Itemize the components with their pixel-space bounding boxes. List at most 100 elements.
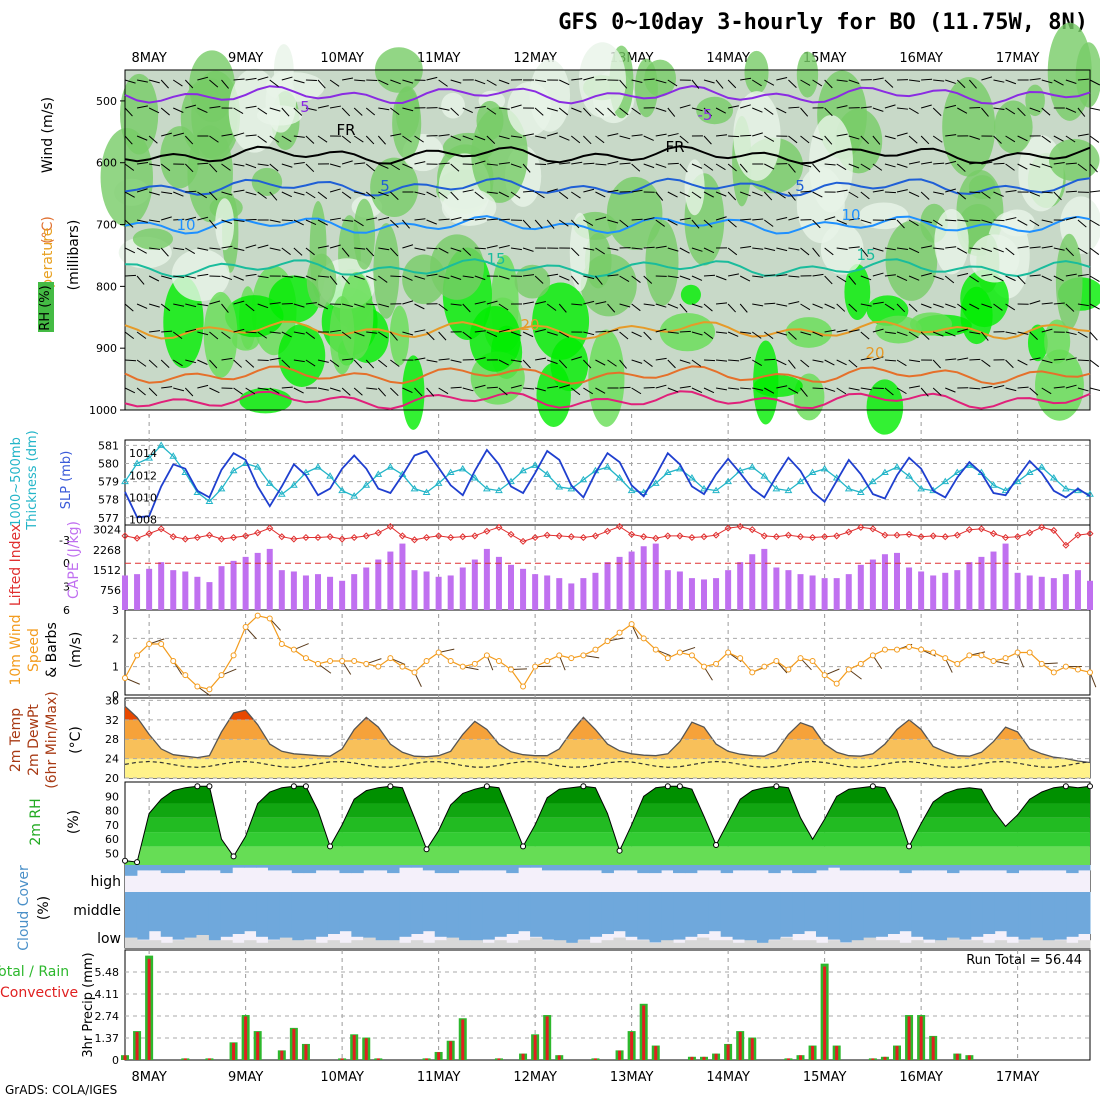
wind-barb	[329, 163, 341, 168]
wind-barb	[945, 134, 957, 137]
cloud-low-bar	[958, 940, 972, 948]
rh-shade-blob	[885, 220, 938, 301]
wind-barb	[993, 135, 1002, 144]
wind-barb	[800, 387, 808, 397]
wind-barb	[305, 107, 317, 111]
wind-barb	[655, 219, 665, 227]
wind-barb	[691, 79, 700, 89]
wind-barb	[402, 387, 413, 394]
wind-barb	[884, 274, 896, 277]
li-point	[1074, 531, 1082, 539]
wind-barb	[1005, 275, 1016, 282]
wind-barb	[426, 387, 435, 397]
rh-tick: 90	[105, 790, 119, 803]
wind-barb	[547, 385, 559, 389]
wind-barb	[1089, 359, 1100, 368]
wind-barb	[366, 303, 378, 306]
cloud-high-bar	[804, 865, 817, 874]
cloud-low-bar	[410, 940, 424, 948]
wind-barb	[945, 358, 957, 361]
wind-barb	[812, 303, 823, 309]
wind10-point	[869, 652, 876, 659]
wind-barb	[426, 359, 438, 363]
wind-barb	[281, 107, 290, 117]
wind-barb	[450, 359, 462, 363]
cape-bar	[351, 574, 358, 610]
wind10-point	[833, 680, 840, 687]
upper-ytick-label: 500	[96, 95, 117, 108]
wind-barb	[124, 135, 133, 145]
wind-barb	[884, 79, 894, 88]
cloud-low-bar	[136, 940, 150, 948]
rh-shade-blob	[430, 234, 485, 300]
thickness-point	[688, 474, 696, 481]
wind-barb	[571, 191, 581, 199]
li-point	[242, 532, 250, 540]
wind-barb	[679, 275, 691, 281]
wind-barb	[860, 135, 870, 145]
wind-barb	[269, 302, 281, 305]
li-point	[965, 526, 973, 534]
wind-barb	[209, 387, 220, 394]
date-label-bottom: 13MAY	[610, 1070, 654, 1085]
wind-barb	[570, 247, 580, 257]
cloud-high-bar	[172, 865, 186, 874]
wind-barb	[703, 359, 716, 362]
cloud-mid-bar	[756, 892, 769, 946]
cloud-low-bar	[994, 940, 1008, 948]
isotherm-label: 5	[300, 98, 310, 116]
wind-barb	[522, 359, 531, 369]
wind-barb	[354, 303, 365, 308]
wind-barb	[535, 135, 547, 139]
wind-barb	[728, 135, 740, 138]
wind-barb	[1029, 274, 1041, 277]
rh-shade-blob	[1048, 138, 1100, 182]
li-point	[217, 535, 226, 543]
wind-barb	[703, 79, 715, 84]
cloud-low-bar	[553, 940, 567, 948]
wind-barb	[1077, 359, 1089, 362]
wind10-point	[845, 666, 852, 673]
cape-label-li: Lifted Index	[8, 524, 24, 606]
wind-barb	[643, 135, 654, 141]
rh-band	[125, 817, 1090, 833]
cloud-low-bar	[875, 940, 888, 948]
wind-barb	[353, 387, 363, 396]
cloud-mid-bar	[613, 892, 626, 932]
wind-barb	[812, 359, 824, 363]
wind-barb	[148, 191, 160, 196]
wind-barb	[269, 331, 281, 334]
cape-label-cape: CAPE (J/kg)	[66, 521, 82, 599]
cloud-low-bar	[220, 940, 233, 948]
wind-barb	[341, 331, 352, 339]
thickness-point	[868, 477, 877, 485]
wind-barb	[522, 247, 534, 252]
wind-barb	[752, 218, 764, 221]
wind-barb	[534, 107, 544, 116]
cloud-high-bar	[208, 865, 221, 871]
wind-barb	[908, 161, 920, 165]
slp-label-thick: Thickness (dm)	[25, 430, 40, 530]
li-point	[591, 532, 599, 540]
cloud-high-bar	[815, 865, 829, 871]
li-point	[1038, 523, 1046, 531]
wind-barb	[534, 387, 546, 392]
cape-bar	[869, 559, 876, 610]
cloud-low-bar	[458, 940, 471, 948]
cape-bar	[725, 570, 732, 610]
thickness-point	[458, 464, 467, 472]
cloud-high-bar	[947, 865, 960, 874]
thickness-point	[519, 466, 527, 474]
wind-barb	[740, 134, 752, 137]
rh-tick: 80	[105, 805, 119, 818]
upper-label-rh: RH (%)	[38, 285, 53, 330]
wind-barb	[522, 301, 534, 305]
wind-barb	[414, 135, 424, 143]
wind-barb	[462, 275, 474, 279]
isotherm-label: 5	[380, 177, 390, 195]
precip-conv-bar	[376, 1058, 380, 1060]
wind-barb	[824, 387, 836, 392]
wind-barb	[510, 104, 522, 109]
wind-barb	[945, 246, 957, 249]
wind-barb	[474, 301, 486, 305]
